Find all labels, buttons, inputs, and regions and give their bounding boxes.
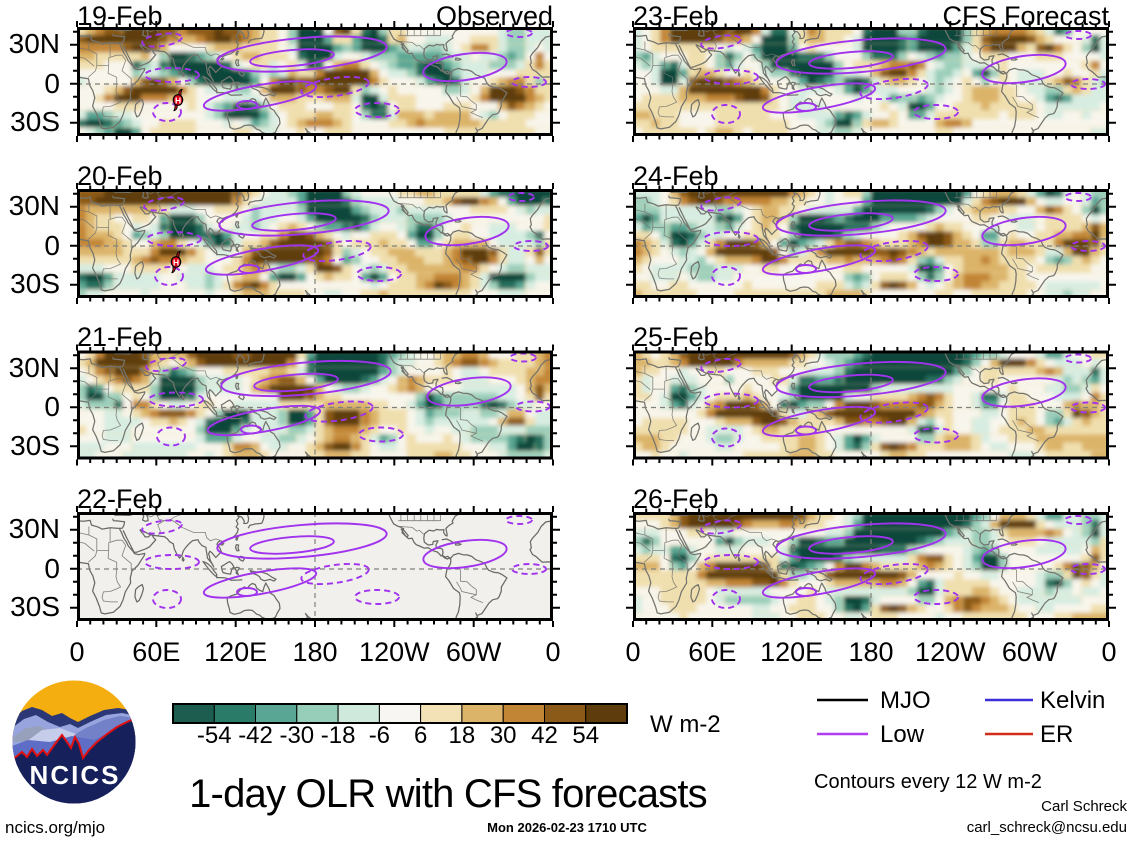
svg-text:NCICS: NCICS (30, 760, 121, 790)
svg-text:H: H (175, 96, 181, 106)
svg-text:H: H (173, 258, 179, 268)
